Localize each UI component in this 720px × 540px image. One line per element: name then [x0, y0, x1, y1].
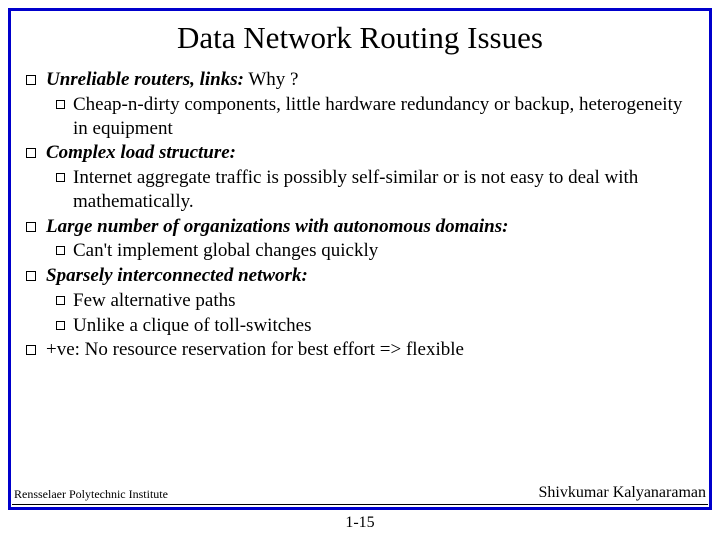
bullet-list: Unreliable routers, links: Why ? Cheap-n…	[26, 68, 694, 362]
slide-content: Data Network Routing Issues Unreliable r…	[14, 14, 706, 504]
page-number: 1-15	[0, 514, 720, 532]
list-subitem: Unlike a clique of toll-switches	[56, 314, 694, 338]
list-item-text: Unreliable routers, links: Why ?	[46, 68, 694, 92]
bullet-square-icon	[56, 321, 65, 330]
subitem-text: Can't implement global changes quickly	[73, 239, 694, 263]
bullet-square-icon	[26, 345, 36, 355]
bullet-square-icon	[56, 246, 65, 255]
bullet-square-icon	[56, 173, 65, 182]
list-item-text: Large number of organizations with auton…	[46, 215, 694, 239]
footer-author: Shivkumar Kalyanaraman	[539, 484, 707, 502]
footer-institute: Rensselaer Polytechnic Institute	[14, 487, 168, 502]
bullet-square-icon	[56, 100, 65, 109]
list-item: +ve: No resource reservation for best ef…	[26, 338, 694, 362]
item-heading: Large number of organizations with auton…	[46, 216, 508, 237]
bullet-square-icon	[26, 271, 36, 281]
list-item-text: +ve: No resource reservation for best ef…	[46, 338, 694, 362]
list-item-text: Complex load structure:	[46, 141, 694, 165]
list-item-text: Sparsely interconnected network:	[46, 264, 694, 288]
bullet-square-icon	[26, 148, 36, 158]
slide-title: Data Network Routing Issues	[26, 20, 694, 56]
list-item: Large number of organizations with auton…	[26, 215, 694, 239]
bullet-square-icon	[56, 296, 65, 305]
item-heading: Unreliable routers, links:	[46, 69, 244, 90]
item-heading: Complex load structure:	[46, 142, 236, 163]
list-item: Sparsely interconnected network:	[26, 264, 694, 288]
subitem-text: Internet aggregate traffic is possibly s…	[73, 166, 694, 214]
bullet-square-icon	[26, 75, 36, 85]
list-item: Complex load structure:	[26, 141, 694, 165]
list-subitem: Cheap-n-dirty components, little hardwar…	[56, 93, 694, 141]
list-subitem: Internet aggregate traffic is possibly s…	[56, 166, 694, 214]
list-item: Unreliable routers, links: Why ?	[26, 68, 694, 92]
subitem-text: Few alternative paths	[73, 289, 694, 313]
item-tail: Why ?	[244, 69, 299, 90]
bullet-square-icon	[26, 222, 36, 232]
list-subitem: Can't implement global changes quickly	[56, 239, 694, 263]
subitem-text: Unlike a clique of toll-switches	[73, 314, 694, 338]
item-heading: Sparsely interconnected network:	[46, 265, 308, 286]
list-subitem: Few alternative paths	[56, 289, 694, 313]
subitem-text: Cheap-n-dirty components, little hardwar…	[73, 93, 694, 141]
footer-divider	[12, 504, 708, 505]
